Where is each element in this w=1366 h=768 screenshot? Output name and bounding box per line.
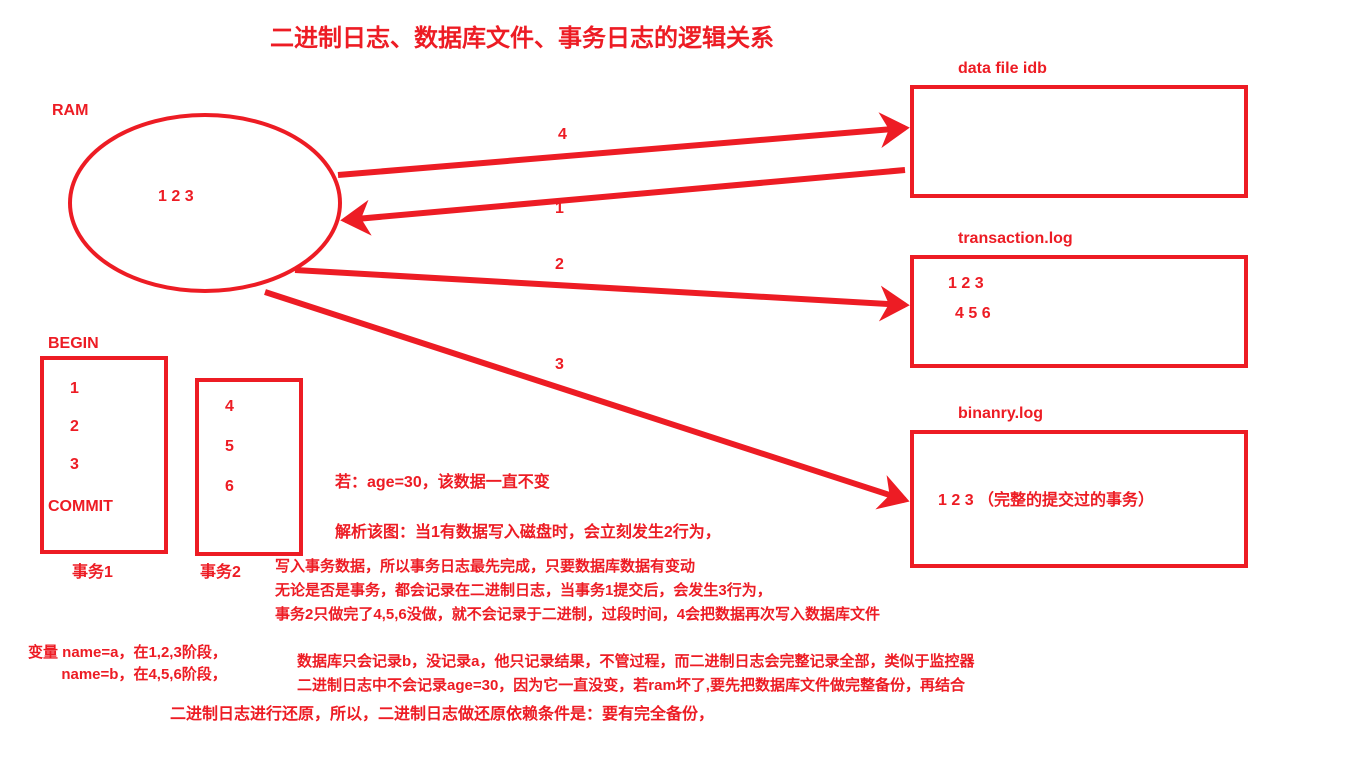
trans1-line-3: 3 (70, 456, 79, 474)
tlog-line1: 1 2 3 (948, 275, 984, 293)
ram-ellipse (70, 115, 340, 291)
tlog-line2: 4 5 6 (955, 305, 991, 323)
binlog-content: 1 2 3 （完整的提交过的事务） (938, 486, 1154, 510)
trans1-begin: BEGIN (48, 335, 99, 353)
trans2-line-1: 4 (225, 398, 234, 416)
note-4-left: 变量 name=a，在1,2,3阶段， name=b，在4,5,6阶段， (28, 642, 227, 686)
page-title: 二进制日志、数据库文件、事务日志的逻辑关系 (270, 18, 774, 53)
trans2-box (195, 378, 303, 556)
note-1: 若：age=30，该数据一直不变 (335, 468, 550, 492)
arrow-2-label: 2 (555, 256, 564, 274)
trans1-commit: COMMIT (48, 498, 113, 516)
datafile-label: data file idb (958, 60, 1047, 78)
note-4-right: 数据库只会记录b，没记录a，他只记录结果，不管过程，而二进制日志会完整记录全部，… (297, 650, 975, 698)
arrow-4 (338, 128, 905, 175)
trans2-caption: 事务2 (200, 558, 241, 582)
arrow-1-label: 1 (555, 200, 564, 218)
arrow-3-label: 3 (555, 356, 564, 374)
note-2: 解析该图：当1有数据写入磁盘时，会立刻发生2行为， (335, 518, 721, 542)
arrow-1 (345, 170, 905, 220)
note-5: 二进制日志进行还原，所以，二进制日志做还原依赖条件是：要有完全备份， (170, 700, 714, 724)
arrow-4-label: 4 (558, 126, 567, 144)
trans1-line-2: 2 (70, 418, 79, 436)
binlog-label: binanry.log (958, 405, 1043, 423)
trans1-box (40, 356, 168, 554)
diagram-stage: 二进制日志、数据库文件、事务日志的逻辑关系 4 1 2 3 RAM 1 2 3 … (0, 0, 1366, 768)
datafile-box (910, 85, 1248, 198)
trans1-line-1: 1 (70, 380, 79, 398)
tlog-label: transaction.log (958, 230, 1073, 248)
ram-label: RAM (52, 102, 88, 120)
trans2-line-2: 5 (225, 438, 234, 456)
trans1-caption: 事务1 (72, 558, 113, 582)
trans2-line-3: 6 (225, 478, 234, 496)
arrow-2 (295, 270, 905, 305)
ram-content: 1 2 3 (158, 188, 194, 206)
note-3: 写入事务数据，所以事务日志最先完成，只要数据库数据有变动 无论是否是事务，都会记… (275, 555, 880, 627)
